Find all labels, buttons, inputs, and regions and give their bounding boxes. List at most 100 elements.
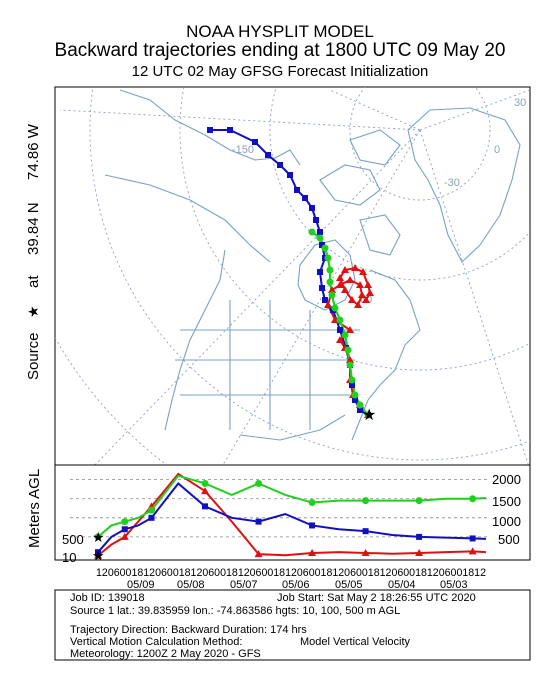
red-map-marker — [356, 281, 364, 288]
blue-map-marker — [322, 297, 328, 303]
blue-profile-marker — [148, 514, 155, 521]
blue-map-marker — [317, 269, 323, 275]
hour-labels: 1206001812060018120600181206001812060018… — [96, 567, 486, 579]
right-tick-500: 500 — [498, 532, 520, 547]
info-direction: Trajectory Direction: Backward Duration:… — [70, 624, 307, 636]
plot-title: Backward trajectories ending at 1800 UTC… — [54, 40, 506, 61]
red-map-marker — [346, 276, 354, 283]
info-vertical-value: Model Vertical Velocity — [300, 636, 411, 648]
date-label-0503: 05/03 — [440, 579, 468, 591]
red-map-marker — [324, 301, 332, 308]
red-profile-marker — [308, 548, 317, 556]
red-map-marker — [351, 264, 359, 271]
blue-map-marker — [317, 229, 323, 235]
info-meteorology: Meteorology: 1200Z 2 May 2020 - GFS — [70, 648, 261, 660]
green-profile-marker — [415, 497, 423, 505]
profile-lines: ★★ — [92, 472, 487, 564]
green-map-marker — [351, 391, 359, 399]
source-star-marker: ★ — [362, 407, 376, 424]
blue-map-marker — [337, 327, 343, 333]
red-map-marker — [366, 289, 374, 296]
profile-ylabel: Meters AGL — [26, 469, 43, 548]
blue-map-marker — [309, 205, 315, 211]
profile-source-star-icon: ★ — [92, 529, 105, 545]
right-tick-2000: 2000 — [492, 472, 521, 487]
blue-profile-marker — [416, 533, 423, 540]
date-label-0506: 05/06 — [282, 579, 310, 591]
profile-frame — [54, 464, 531, 561]
green-profile-marker — [201, 479, 209, 487]
blue-profile-line — [97, 482, 487, 553]
graticule — [55, 87, 530, 465]
red-map-marker — [354, 301, 362, 308]
green-profile-marker — [362, 497, 370, 505]
grid-label-30: 30 — [514, 97, 526, 109]
green-map-marker — [336, 316, 344, 324]
green-map-marker — [328, 291, 336, 299]
blue-profile-marker — [95, 549, 101, 556]
blue-map-marker — [252, 139, 258, 145]
date-label-0507: 05/07 — [230, 579, 258, 591]
model-name: NOAA HYSPLIT MODEL — [186, 22, 374, 41]
green-profile-marker — [148, 506, 156, 514]
side-label-at: at — [25, 275, 42, 288]
coastlines — [104, 89, 521, 441]
red-map-marker — [336, 274, 344, 281]
red-map-marker — [346, 326, 354, 333]
red-map-marker — [364, 281, 372, 288]
blue-profile-marker — [362, 528, 369, 535]
grid-label-0: 0 — [494, 144, 500, 156]
blue-map-marker — [319, 285, 325, 291]
blue-map-marker — [302, 195, 308, 201]
green-profile-marker — [121, 518, 129, 526]
blue-map-marker — [287, 172, 293, 178]
red-profile-marker — [361, 548, 370, 556]
grid-label-minus30: -30 — [444, 177, 460, 189]
green-map-marker — [324, 254, 332, 262]
blue-map-marker — [319, 242, 325, 248]
blue-profile-marker — [309, 522, 316, 529]
date-label-0504: 05/04 — [388, 579, 416, 591]
green-profile-marker — [469, 495, 477, 503]
green-profile-marker — [255, 479, 263, 487]
green-map-marker — [326, 266, 334, 274]
green-map-marker — [316, 234, 324, 242]
red-profile-marker — [201, 487, 210, 495]
blue-map-marker — [352, 397, 358, 403]
green-map-marker — [356, 401, 364, 409]
blue-profile-marker — [121, 526, 128, 533]
info-job-start: Job Start: Sat May 2 18:26:55 UTC 2020 — [277, 592, 476, 604]
red-profile-marker — [468, 547, 477, 555]
left-tick-500: 500 — [62, 532, 84, 547]
profile-source-star-icon: ★ — [92, 548, 105, 564]
green-map-marker — [364, 411, 372, 419]
green-map-marker — [346, 361, 354, 369]
side-label-lon: 74.86 W — [25, 123, 42, 180]
blue-map-marker — [349, 382, 355, 388]
side-label-lat: 39.84 N — [25, 202, 42, 255]
blue-map-marker — [227, 127, 233, 133]
green-map-marker — [326, 278, 334, 286]
plot-subtitle: 12 UTC 02 May GFSG Forecast Initializati… — [131, 63, 429, 80]
red-profile-marker — [120, 532, 129, 540]
red-map-marker — [348, 296, 356, 303]
green-map-marker — [341, 331, 349, 339]
blue-map-marker — [357, 407, 363, 413]
blue-map-marker — [294, 187, 300, 193]
red-map-marker — [359, 268, 367, 275]
blue-profile-marker — [255, 518, 262, 525]
blue-map-marker — [265, 152, 271, 158]
blue-map-marker — [313, 217, 319, 223]
date-label-0505: 05/05 — [335, 579, 363, 591]
red-profile-line — [97, 472, 487, 557]
right-tick-1500: 1500 — [492, 494, 521, 509]
info-source: Source 1 lat.: 39.835959 lon.: -74.86358… — [70, 605, 400, 617]
blue-map-marker — [207, 127, 213, 133]
date-label-0509: 05/09 — [127, 579, 155, 591]
green-map-marker — [308, 228, 316, 236]
source-star-icon: ★ — [25, 305, 41, 318]
red-map-marker — [336, 281, 344, 288]
red-map-marker — [336, 336, 344, 343]
red-map-marker — [362, 296, 370, 303]
